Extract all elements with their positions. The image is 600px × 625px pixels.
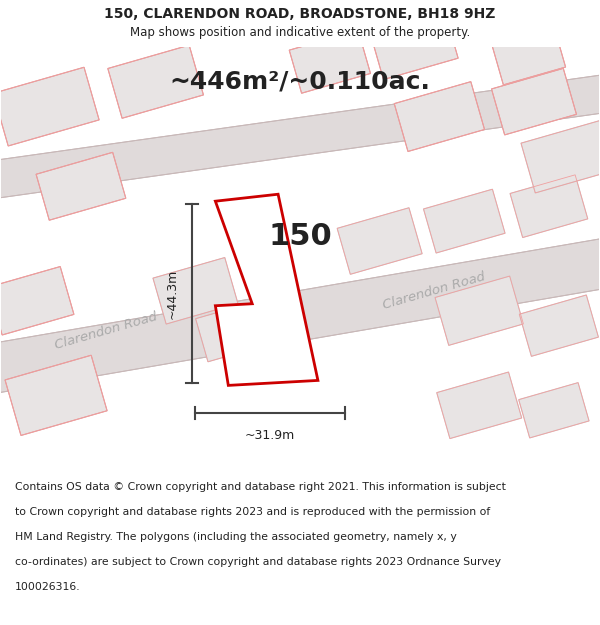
Polygon shape (0, 236, 600, 395)
Polygon shape (153, 258, 238, 324)
Polygon shape (435, 276, 523, 346)
Polygon shape (371, 14, 458, 79)
Polygon shape (437, 372, 521, 439)
Text: to Crown copyright and database rights 2023 and is reproduced with the permissio: to Crown copyright and database rights 2… (15, 508, 490, 518)
Polygon shape (521, 120, 600, 193)
Text: 150: 150 (268, 221, 332, 251)
Polygon shape (337, 208, 422, 274)
Polygon shape (289, 31, 370, 93)
Text: Clarendon Road: Clarendon Road (53, 310, 158, 351)
Polygon shape (510, 175, 588, 238)
Polygon shape (520, 295, 598, 356)
Polygon shape (215, 194, 318, 386)
Polygon shape (108, 45, 203, 118)
Text: ~44.3m: ~44.3m (166, 269, 179, 319)
Polygon shape (196, 299, 275, 362)
Text: ~31.9m: ~31.9m (245, 429, 295, 442)
Polygon shape (0, 266, 74, 335)
Polygon shape (5, 355, 107, 436)
Polygon shape (0, 73, 600, 200)
Polygon shape (519, 382, 589, 438)
Text: Clarendon Road: Clarendon Road (382, 270, 487, 312)
Polygon shape (491, 68, 577, 135)
Text: co-ordinates) are subject to Crown copyright and database rights 2023 Ordnance S: co-ordinates) are subject to Crown copyr… (15, 557, 501, 567)
Polygon shape (0, 68, 99, 146)
Text: HM Land Registry. The polygons (including the associated geometry, namely x, y: HM Land Registry. The polygons (includin… (15, 532, 457, 542)
Text: Contains OS data © Crown copyright and database right 2021. This information is : Contains OS data © Crown copyright and d… (15, 482, 506, 492)
Text: Map shows position and indicative extent of the property.: Map shows position and indicative extent… (130, 26, 470, 39)
Text: ~446m²/~0.110ac.: ~446m²/~0.110ac. (170, 70, 430, 94)
Polygon shape (36, 152, 126, 220)
Polygon shape (424, 189, 505, 253)
Text: 100026316.: 100026316. (15, 581, 80, 591)
Polygon shape (394, 82, 485, 151)
Polygon shape (493, 29, 566, 85)
Text: 150, CLARENDON ROAD, BROADSTONE, BH18 9HZ: 150, CLARENDON ROAD, BROADSTONE, BH18 9H… (104, 7, 496, 21)
